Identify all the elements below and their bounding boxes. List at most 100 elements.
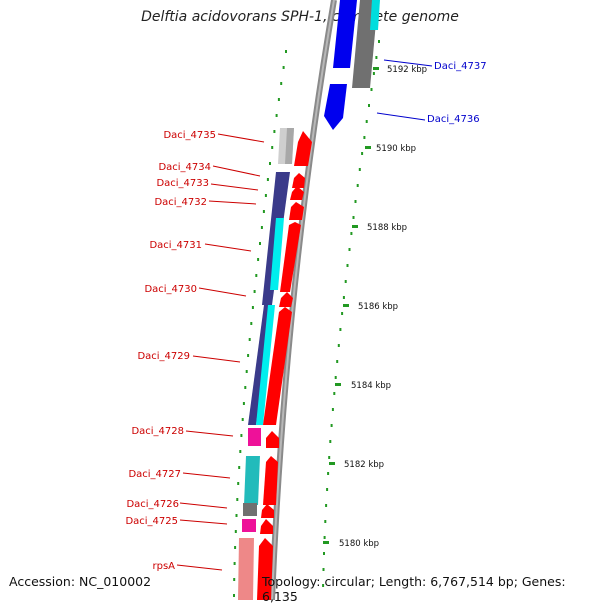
tick-mark <box>234 546 237 549</box>
tick-mark <box>257 258 260 261</box>
gene-daci-4731-arrow[interactable] <box>280 222 301 292</box>
tick-mark <box>334 376 337 379</box>
tick-mark <box>368 104 370 107</box>
tick-mark <box>322 568 325 571</box>
tick-mark <box>378 40 380 43</box>
gene-label-daci-4730[interactable]: Daci_4730 <box>144 284 197 295</box>
gene-daci-4735-block-dark <box>285 128 294 164</box>
tick-mark <box>339 328 342 331</box>
tick-mark <box>346 264 349 267</box>
scale-major-ticks <box>323 67 379 544</box>
tick-mark <box>363 136 366 139</box>
gene-daci-4731-cyan <box>270 218 284 290</box>
tick-mark <box>326 488 329 491</box>
scale-label-5190: 5190 kbp <box>376 144 416 154</box>
right-label-leaders <box>376 59 433 121</box>
tick-mark <box>328 456 331 459</box>
tick-mark <box>273 130 276 133</box>
gene-label-daci-4728[interactable]: Daci_4728 <box>131 426 184 437</box>
gene-label-daci-4731[interactable]: Daci_4731 <box>149 240 202 251</box>
tick-mark <box>323 536 326 539</box>
gene-label-daci-4734[interactable]: Daci_4734 <box>158 162 211 173</box>
tick-mark <box>358 168 361 171</box>
tick-mark <box>269 162 271 165</box>
tick-mark <box>323 552 325 555</box>
gene-label-daci-4729[interactable]: Daci_4729 <box>137 351 190 362</box>
tick-mark <box>271 146 274 149</box>
gene-daci-4734-arrow[interactable] <box>292 173 305 188</box>
gene-daci-4736-arrow[interactable] <box>324 84 347 130</box>
tick-mark <box>253 290 256 293</box>
tick-mark <box>233 578 236 581</box>
tick-mark <box>266 178 269 181</box>
tick-mark <box>348 248 351 251</box>
tick-mark <box>245 370 248 373</box>
scale-label-5180: 5180 kbp <box>339 539 379 549</box>
tick-mark <box>350 232 353 235</box>
gene-rpsa-arrow[interactable] <box>257 538 273 600</box>
gene-rpsa-block[interactable] <box>238 538 254 600</box>
gene-daci-4730-arrow[interactable] <box>279 292 293 307</box>
tick-mark <box>244 386 247 389</box>
tick-mark <box>235 514 238 517</box>
gene-daci-4729-cyan <box>256 305 275 425</box>
tick-mark <box>333 392 336 395</box>
gene-daci-4725-block[interactable] <box>242 519 256 532</box>
gene-label-daci-4735[interactable]: Daci_4735 <box>163 130 216 141</box>
tick-mark <box>372 72 375 75</box>
left-label-leaders <box>176 133 265 571</box>
left-tick-track <box>233 50 287 597</box>
gene-daci-4726-block[interactable] <box>243 503 257 516</box>
tick-mark <box>237 482 240 485</box>
tick-mark <box>275 114 278 117</box>
gene-daci-4729-arrow[interactable] <box>263 307 292 425</box>
gene-label-daci-4727[interactable]: Daci_4727 <box>128 469 181 480</box>
gene-daci-4727-block[interactable] <box>244 456 260 505</box>
scale-label-5188: 5188 kbp <box>367 223 407 233</box>
gene-label-daci-4732[interactable]: Daci_4732 <box>154 197 207 208</box>
gene-daci-4727-arrow[interactable] <box>263 456 278 505</box>
scale-label-5186: 5186 kbp <box>358 302 398 312</box>
tick-mark <box>336 360 339 363</box>
tick-mark <box>361 152 364 155</box>
tick-mark <box>285 50 287 53</box>
gene-label-daci-4726[interactable]: Daci_4726 <box>126 499 179 510</box>
gene-daci-4737-strand-light <box>370 0 380 30</box>
gene-label-rpsa[interactable]: rpsA <box>152 561 175 572</box>
gene-label-daci-4725[interactable]: Daci_4725 <box>125 516 178 527</box>
tick-mark <box>329 440 332 443</box>
scale-label-5184: 5184 kbp <box>351 381 391 391</box>
gene-daci-4728-arrow[interactable] <box>266 431 279 448</box>
gene-daci-4735-arrow[interactable] <box>294 131 312 166</box>
tick-mark <box>259 242 261 245</box>
tick-mark <box>236 498 239 501</box>
gene-daci-4726-arrow[interactable] <box>261 504 274 518</box>
gene-label-daci-4733[interactable]: Daci_4733 <box>156 178 209 189</box>
tick-mark <box>233 562 236 565</box>
gene-daci-4725-arrow[interactable] <box>260 519 273 534</box>
tick-mark <box>234 530 237 533</box>
tick-mark <box>330 424 333 427</box>
gene-daci-4732-arrow[interactable] <box>289 202 304 220</box>
tick-mark <box>331 408 334 411</box>
tick-mark <box>277 98 280 101</box>
tick-mark <box>356 184 359 187</box>
tick-mark <box>322 584 325 587</box>
tick-mark <box>280 82 283 85</box>
figure-title: Delftia acidovorans SPH-1, complete geno… <box>141 9 459 25</box>
gene-daci-4737-block[interactable] <box>333 0 357 68</box>
gene-daci-4728-block[interactable] <box>248 428 261 446</box>
tick-mark <box>341 312 344 315</box>
gene-label-daci-4737[interactable]: Daci_4737 <box>434 61 487 72</box>
accession-text: Accession: NC_010002 <box>9 574 152 589</box>
gene-label-daci-4736[interactable]: Daci_4736 <box>427 114 480 125</box>
tick-mark <box>354 200 357 203</box>
tick-mark <box>250 322 253 325</box>
gene-daci-4733-arrow[interactable] <box>290 186 304 200</box>
tick-mark <box>260 226 263 229</box>
genome-backbone-highlight <box>271 0 335 600</box>
tick-mark <box>327 472 330 475</box>
tick-mark <box>324 520 327 523</box>
tick-mark <box>248 338 251 341</box>
